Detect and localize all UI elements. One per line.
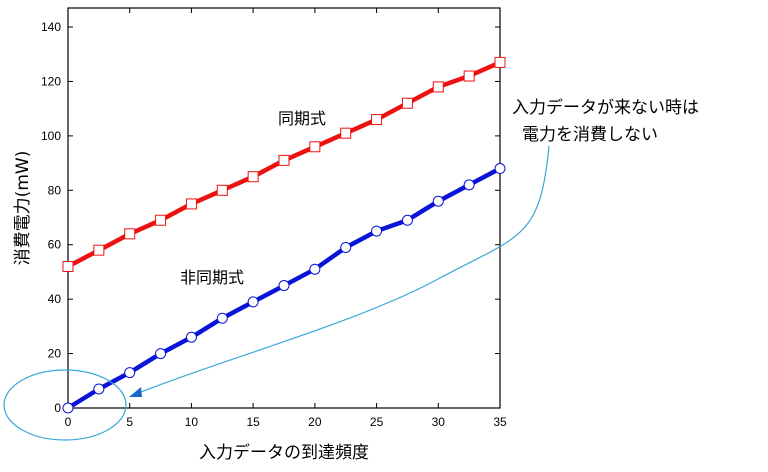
- data-point-async: [463, 179, 475, 191]
- x-tick-label: 10: [185, 415, 199, 429]
- annotation-ellipse: [3, 369, 127, 441]
- annotation-line1: 入力データが来ない時は: [512, 97, 699, 118]
- data-point-async: [124, 367, 136, 379]
- x-tick-label: 5: [126, 415, 133, 429]
- annotation-line2: 電力を消費しない: [522, 125, 658, 145]
- x-tick-label: 0: [65, 415, 72, 429]
- y-axis-title: 消費電力(mW): [13, 151, 33, 266]
- x-tick-label: 25: [370, 415, 384, 429]
- y-tick-label: 60: [48, 238, 62, 252]
- x-tick-label: 30: [432, 415, 446, 429]
- data-point-async: [494, 163, 506, 175]
- y-tick-label: 40: [48, 292, 62, 306]
- data-point-sync: [247, 171, 259, 183]
- data-point-sync: [62, 261, 74, 273]
- series-group: [62, 56, 506, 414]
- data-point-sync: [185, 198, 197, 210]
- y-tick-label: 140: [41, 20, 61, 34]
- data-point-async: [432, 195, 444, 207]
- ticks: 0 5 10 15 20 25 30 35 0 20 40 60 80 100 120 140: [41, 8, 507, 429]
- data-point-sync: [340, 127, 352, 139]
- x-tick-label: 35: [493, 415, 507, 429]
- data-point-async: [340, 241, 352, 253]
- y-tick-label: 0: [54, 401, 61, 415]
- x-tick-label: 20: [308, 415, 322, 429]
- data-point-async: [216, 312, 228, 324]
- x-axis-title: 入力データの到達頻度: [199, 442, 369, 463]
- data-point-async: [278, 280, 290, 292]
- data-point-async: [185, 331, 197, 343]
- series-label-async: 非同期式: [180, 268, 244, 287]
- data-point-sync: [463, 70, 475, 82]
- data-point-async: [62, 402, 74, 414]
- x-tick-label: 15: [246, 415, 260, 429]
- annotation-arrowhead: [129, 387, 142, 397]
- y-tick-label: 120: [41, 74, 61, 88]
- data-point-async: [155, 348, 167, 360]
- data-point-sync: [432, 81, 444, 93]
- data-point-sync: [216, 184, 228, 196]
- data-point-sync: [401, 97, 413, 109]
- data-point-sync: [124, 228, 136, 240]
- y-tick-label: 100: [41, 129, 61, 143]
- y-tick-label: 80: [48, 183, 62, 197]
- data-point-async: [93, 383, 105, 395]
- annotation-arrow: [135, 145, 550, 395]
- data-point-sync: [371, 114, 383, 126]
- data-point-sync: [494, 56, 506, 68]
- data-point-sync: [278, 154, 290, 166]
- data-point-sync: [309, 141, 321, 153]
- data-point-async: [371, 225, 383, 237]
- series-label-sync: 同期式: [278, 109, 326, 128]
- y-tick-label: 20: [48, 347, 62, 361]
- data-point-sync: [93, 244, 105, 256]
- data-point-async: [309, 263, 321, 275]
- data-point-async: [401, 214, 413, 226]
- data-point-async: [247, 296, 259, 308]
- data-point-sync: [155, 214, 167, 226]
- plot-frame: [67, 7, 501, 409]
